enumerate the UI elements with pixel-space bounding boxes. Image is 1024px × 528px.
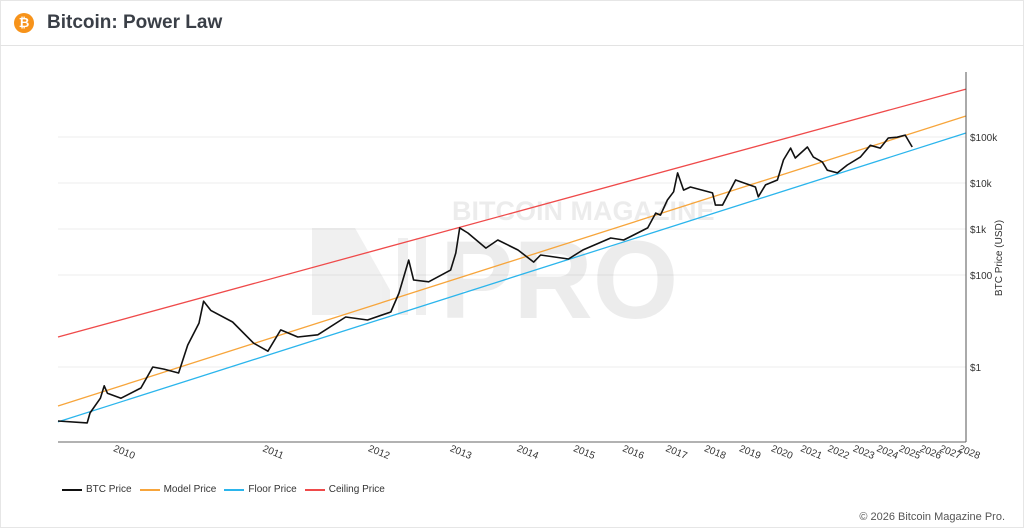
x-tick-label: 2010	[112, 443, 137, 462]
legend-swatch	[304, 488, 325, 491]
x-tick-label: 2014	[515, 443, 540, 462]
x-tick-label: 2015	[572, 443, 597, 462]
x-tick-label: 2020	[769, 443, 794, 462]
x-tick-label: 2019	[737, 443, 762, 462]
watermark: BITCOIN MAGAZINE PRO	[312, 196, 715, 342]
x-axis-ticks: 2010 2011 2012 2013 2014 2015 2016 2017 2018 2019…	[112, 443, 982, 462]
x-tick-label: 2028	[957, 443, 982, 462]
x-tick-label: 2016	[621, 443, 646, 462]
legend-swatch	[139, 488, 160, 491]
header: ₿ Bitcoin: Power Law	[0, 0, 1024, 46]
x-tick-label: 2018	[703, 443, 728, 462]
x-tick-label: 2017	[664, 443, 689, 462]
series-line-ceiling-price[interactable]	[57, 88, 967, 338]
y-axis-ticks: $100k $10k $1k $100 $1	[970, 133, 998, 374]
x-tick-label: 2021	[799, 443, 824, 462]
x-tick-label: 2024	[875, 443, 900, 462]
legend-item-model-price[interactable]: Model Price	[139, 484, 217, 495]
legend-label: Model Price	[163, 484, 217, 495]
x-tick-label: 2013	[448, 443, 473, 462]
y-tick-label: $100	[970, 271, 993, 282]
series-line-floor-price[interactable]	[57, 132, 967, 423]
bitcoin-icon: ₿	[14, 13, 34, 33]
gridlines	[58, 136, 966, 368]
y-tick-label: $1	[970, 363, 982, 374]
svg-text:BITCOIN MAGAZINE: BITCOIN MAGAZINE	[452, 196, 715, 226]
series-line-model-price[interactable]	[57, 115, 967, 407]
legend-label: Ceiling Price	[328, 484, 385, 495]
svg-text:PRO: PRO	[440, 219, 678, 342]
x-tick-label: 2011	[261, 444, 285, 462]
legend-item-ceiling-price[interactable]: Ceiling Price	[304, 484, 385, 495]
legend-label: BTC Price	[86, 484, 132, 495]
series-layer	[57, 88, 967, 424]
y-tick-label: $10k	[970, 179, 993, 190]
y-axis-title: BTC Price (USD)	[994, 220, 1005, 296]
copyright: © 2026 Bitcoin Magazine Pro.	[859, 511, 1005, 523]
x-tick-label: 2022	[826, 443, 851, 462]
legend-label: Floor Price	[248, 484, 297, 495]
legend-item-floor-price[interactable]: Floor Price	[224, 484, 297, 495]
legend: BTC Price Model Price Floor Price Ceilin…	[62, 484, 393, 495]
legend-item-btc-price[interactable]: BTC Price	[62, 484, 132, 495]
series-line-btc-price[interactable]	[57, 134, 913, 424]
x-tick-label: 2012	[366, 443, 391, 462]
y-tick-label: $100k	[970, 133, 998, 144]
y-tick-label: $1k	[970, 225, 987, 236]
legend-swatch	[224, 488, 245, 491]
page-title: Bitcoin: Power Law	[47, 12, 223, 33]
legend-swatch	[62, 488, 82, 491]
x-tick-label: 2023	[851, 443, 876, 462]
